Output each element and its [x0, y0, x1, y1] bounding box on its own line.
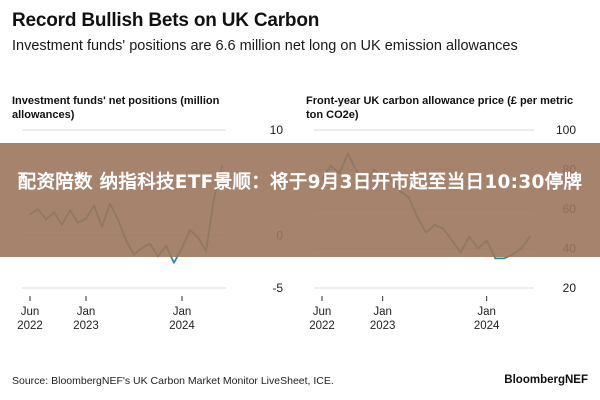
- source-note: Source: BloombergNEF's UK Carbon Market …: [12, 375, 334, 387]
- page-subtitle: Investment funds' positions are 6.6 mill…: [12, 38, 518, 54]
- price-x-tick-label: Jun: [313, 306, 332, 318]
- positions-x-tick-label: Jan: [77, 306, 96, 318]
- overlay-headline: 配资陪数 纳指科技ETF景顺：将于9月3日开市起至当日10:30停牌: [17, 172, 583, 193]
- price-x-tick-label: 2022: [309, 320, 335, 332]
- price-x-tick-label: 2024: [474, 320, 500, 332]
- price-chart-title: Front-year UK carbon allowance price (£ …: [306, 95, 574, 121]
- price-data-point: [503, 257, 505, 260]
- price-x-tick-label: 2023: [370, 320, 396, 332]
- news-overlay-banner: 配资陪数 纳指科技ETF景顺：将于9月3日开市起至当日10:30停牌: [0, 143, 600, 257]
- positions-x-tick-label: Jun: [21, 306, 40, 318]
- positions-y-tick-label: 10: [270, 123, 284, 137]
- positions-x-tick-label: 2022: [17, 320, 43, 332]
- positions-x-tick-label: 2024: [169, 320, 195, 332]
- positions-y-tick-label: -5: [272, 281, 283, 295]
- price-x-tick-label: Jan: [477, 306, 496, 318]
- positions-x-tick-label: 2023: [73, 320, 99, 332]
- positions-data-point: [173, 261, 175, 264]
- price-data-point: [494, 257, 497, 260]
- page-title: Record Bullish Bets on UK Carbon: [12, 10, 320, 31]
- price-x-tick-label: Jan: [373, 306, 392, 318]
- brand-logo-text: BloombergNEF: [504, 374, 588, 386]
- price-y-tick-label: 20: [563, 281, 577, 295]
- positions-chart-title: Investment funds' net positions (million…: [12, 95, 220, 121]
- price-y-tick-label: 100: [556, 123, 576, 137]
- positions-x-tick-label: Jan: [173, 306, 192, 318]
